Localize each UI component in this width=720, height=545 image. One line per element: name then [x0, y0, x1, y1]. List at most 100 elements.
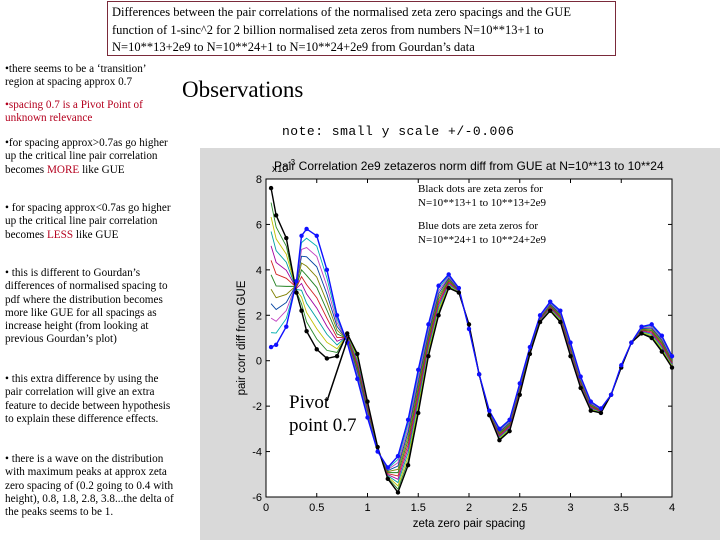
data-point-series-1 [456, 285, 462, 291]
data-point-series-0 [598, 410, 604, 416]
data-point-series-0 [416, 410, 421, 416]
data-point-series-0 [466, 322, 472, 327]
y-exponent-power: -3 [288, 158, 296, 167]
data-point-series-1 [659, 333, 665, 338]
data-point-series-0 [395, 490, 401, 495]
data-point-series-1 [273, 342, 279, 348]
pivot-point-label: Pivot point 0.7 [289, 391, 357, 437]
data-point-series-1 [395, 453, 401, 459]
data-point-series-1 [629, 340, 634, 345]
series-line-1 [270, 228, 673, 469]
bullet-extra-feature: • this extra difference by using the pai… [5, 373, 171, 425]
data-point-series-0 [426, 353, 431, 359]
data-point-series-0 [355, 351, 360, 357]
data-point-series-0 [537, 319, 543, 325]
bullet-more-emphasis: MORE [46, 163, 80, 176]
bullet-less-text: • for spacing approx<0.7as go higher up … [5, 202, 171, 241]
data-point-series-0 [669, 365, 675, 370]
data-point-series-1 [436, 283, 441, 288]
data-point-series-1 [299, 233, 304, 238]
data-point-series-1 [375, 449, 380, 454]
x-tick-label: 3.5 [614, 502, 629, 514]
data-point-series-0 [436, 313, 441, 318]
data-point-series-1 [446, 272, 451, 277]
legend-blue-line2: N=10**24+1 to 10**24+2e9 [418, 234, 546, 246]
data-point-series-0 [568, 353, 573, 359]
bullet-more-like-gue: •for spacing approx>0.7as go higher up t… [5, 137, 177, 177]
data-point-series-1 [537, 313, 543, 318]
x-axis-label: zeta zero pair spacing [413, 518, 526, 530]
x-tick-label: 3 [567, 502, 573, 514]
data-point-series-1 [517, 381, 522, 386]
pivot-label-line1: Pivot [289, 392, 330, 413]
y-tick-label: 8 [256, 174, 262, 186]
data-point-series-1 [405, 417, 411, 422]
y-tick-label: 2 [256, 310, 262, 322]
data-point-series-0 [639, 331, 644, 336]
data-point-series-1 [365, 415, 370, 420]
data-point-series-1 [558, 308, 563, 313]
data-point-series-0 [268, 185, 274, 191]
y-tick-label: 4 [256, 265, 262, 277]
data-point-series-0 [659, 349, 665, 354]
data-point-series-1 [385, 465, 390, 470]
data-point-series-1 [268, 344, 274, 350]
data-point-series-0 [558, 319, 563, 325]
y-tick-label: 6 [256, 219, 262, 231]
chart-title: Pair Correlation 2e9 zetazeros norm diff… [274, 159, 664, 173]
data-point-series-0 [299, 308, 304, 313]
chart-figure: 0 0.5 1 1.5 2 2.5 3 3.5 4 -6 -4 -2 0 2 4 6 8 x10 -3 Pair… [200, 148, 720, 540]
axis-ticks: 0 0.5 1 1.5 2 2.5 3 3.5 4 -6 -4 -2 0 2 4 6 8 [252, 174, 675, 514]
data-point-series-1 [324, 267, 330, 273]
data-point-series-0 [334, 353, 340, 359]
data-point-series-1 [284, 324, 289, 329]
scale-note: note: small y scale +/-0.006 [282, 124, 515, 139]
data-point-series-0 [314, 347, 319, 352]
data-point-series-0 [375, 444, 380, 450]
data-point-series-0 [456, 290, 462, 295]
bullet-more-text: •for spacing approx>0.7as go higher up t… [5, 137, 168, 176]
pivot-label-line2: point 0.7 [289, 415, 357, 436]
data-point-series-0 [446, 285, 451, 291]
data-point-series-1 [466, 326, 472, 332]
bullet-less-tail: like GUE [73, 228, 119, 241]
data-point-series-1 [334, 313, 340, 318]
legend-black-line2: N=10**13+1 to 10**13+2e9 [418, 197, 546, 209]
data-point-series-1 [294, 279, 299, 284]
y-exponent-base: x10 [272, 164, 289, 175]
x-tick-label: 1.5 [411, 502, 426, 514]
data-point-series-0 [588, 408, 593, 413]
legend-black-line1: Black dots are zeta zeros for [418, 183, 543, 195]
data-point-series-0 [345, 331, 350, 336]
data-point-series-0 [294, 290, 299, 295]
plot-area [265, 178, 673, 498]
series-dots-group [268, 185, 675, 495]
bullet-less-emphasis: LESS [46, 228, 74, 241]
bullet-transition: •there seems to be a ‘transition’ region… [5, 63, 146, 89]
data-point-series-0 [304, 328, 309, 334]
y-tick-label: -4 [252, 447, 262, 459]
y-tick-label: -2 [252, 401, 262, 413]
data-point-series-1 [304, 226, 309, 232]
y-axis-label: pair corr diff from GUE [236, 280, 248, 395]
data-point-series-1 [527, 344, 533, 350]
data-point-series-1 [669, 353, 675, 359]
x-tick-label: 4 [669, 502, 675, 514]
data-point-series-1 [426, 322, 431, 327]
data-point-series-1 [598, 406, 604, 411]
data-point-series-0 [497, 438, 502, 443]
data-point-series-1 [314, 233, 319, 238]
data-point-series-1 [355, 376, 360, 382]
data-point-series-1 [649, 322, 654, 327]
data-point-series-1 [608, 392, 614, 397]
legend-black: Black dots are zeta zeros for N=10**13+1… [418, 182, 546, 210]
bullet-gourdan-difference: • this is different to Gourdan’s differe… [5, 267, 168, 346]
data-point-series-0 [405, 463, 411, 468]
data-point-series-1 [588, 399, 593, 404]
data-point-series-0 [578, 385, 583, 391]
data-point-series-0 [365, 399, 370, 404]
data-point-series-0 [507, 428, 512, 434]
y-tick-label: 0 [256, 356, 262, 368]
data-point-series-1 [497, 426, 502, 432]
bullet-less-like-gue: • for spacing approx<0.7as go higher up … [5, 202, 177, 242]
